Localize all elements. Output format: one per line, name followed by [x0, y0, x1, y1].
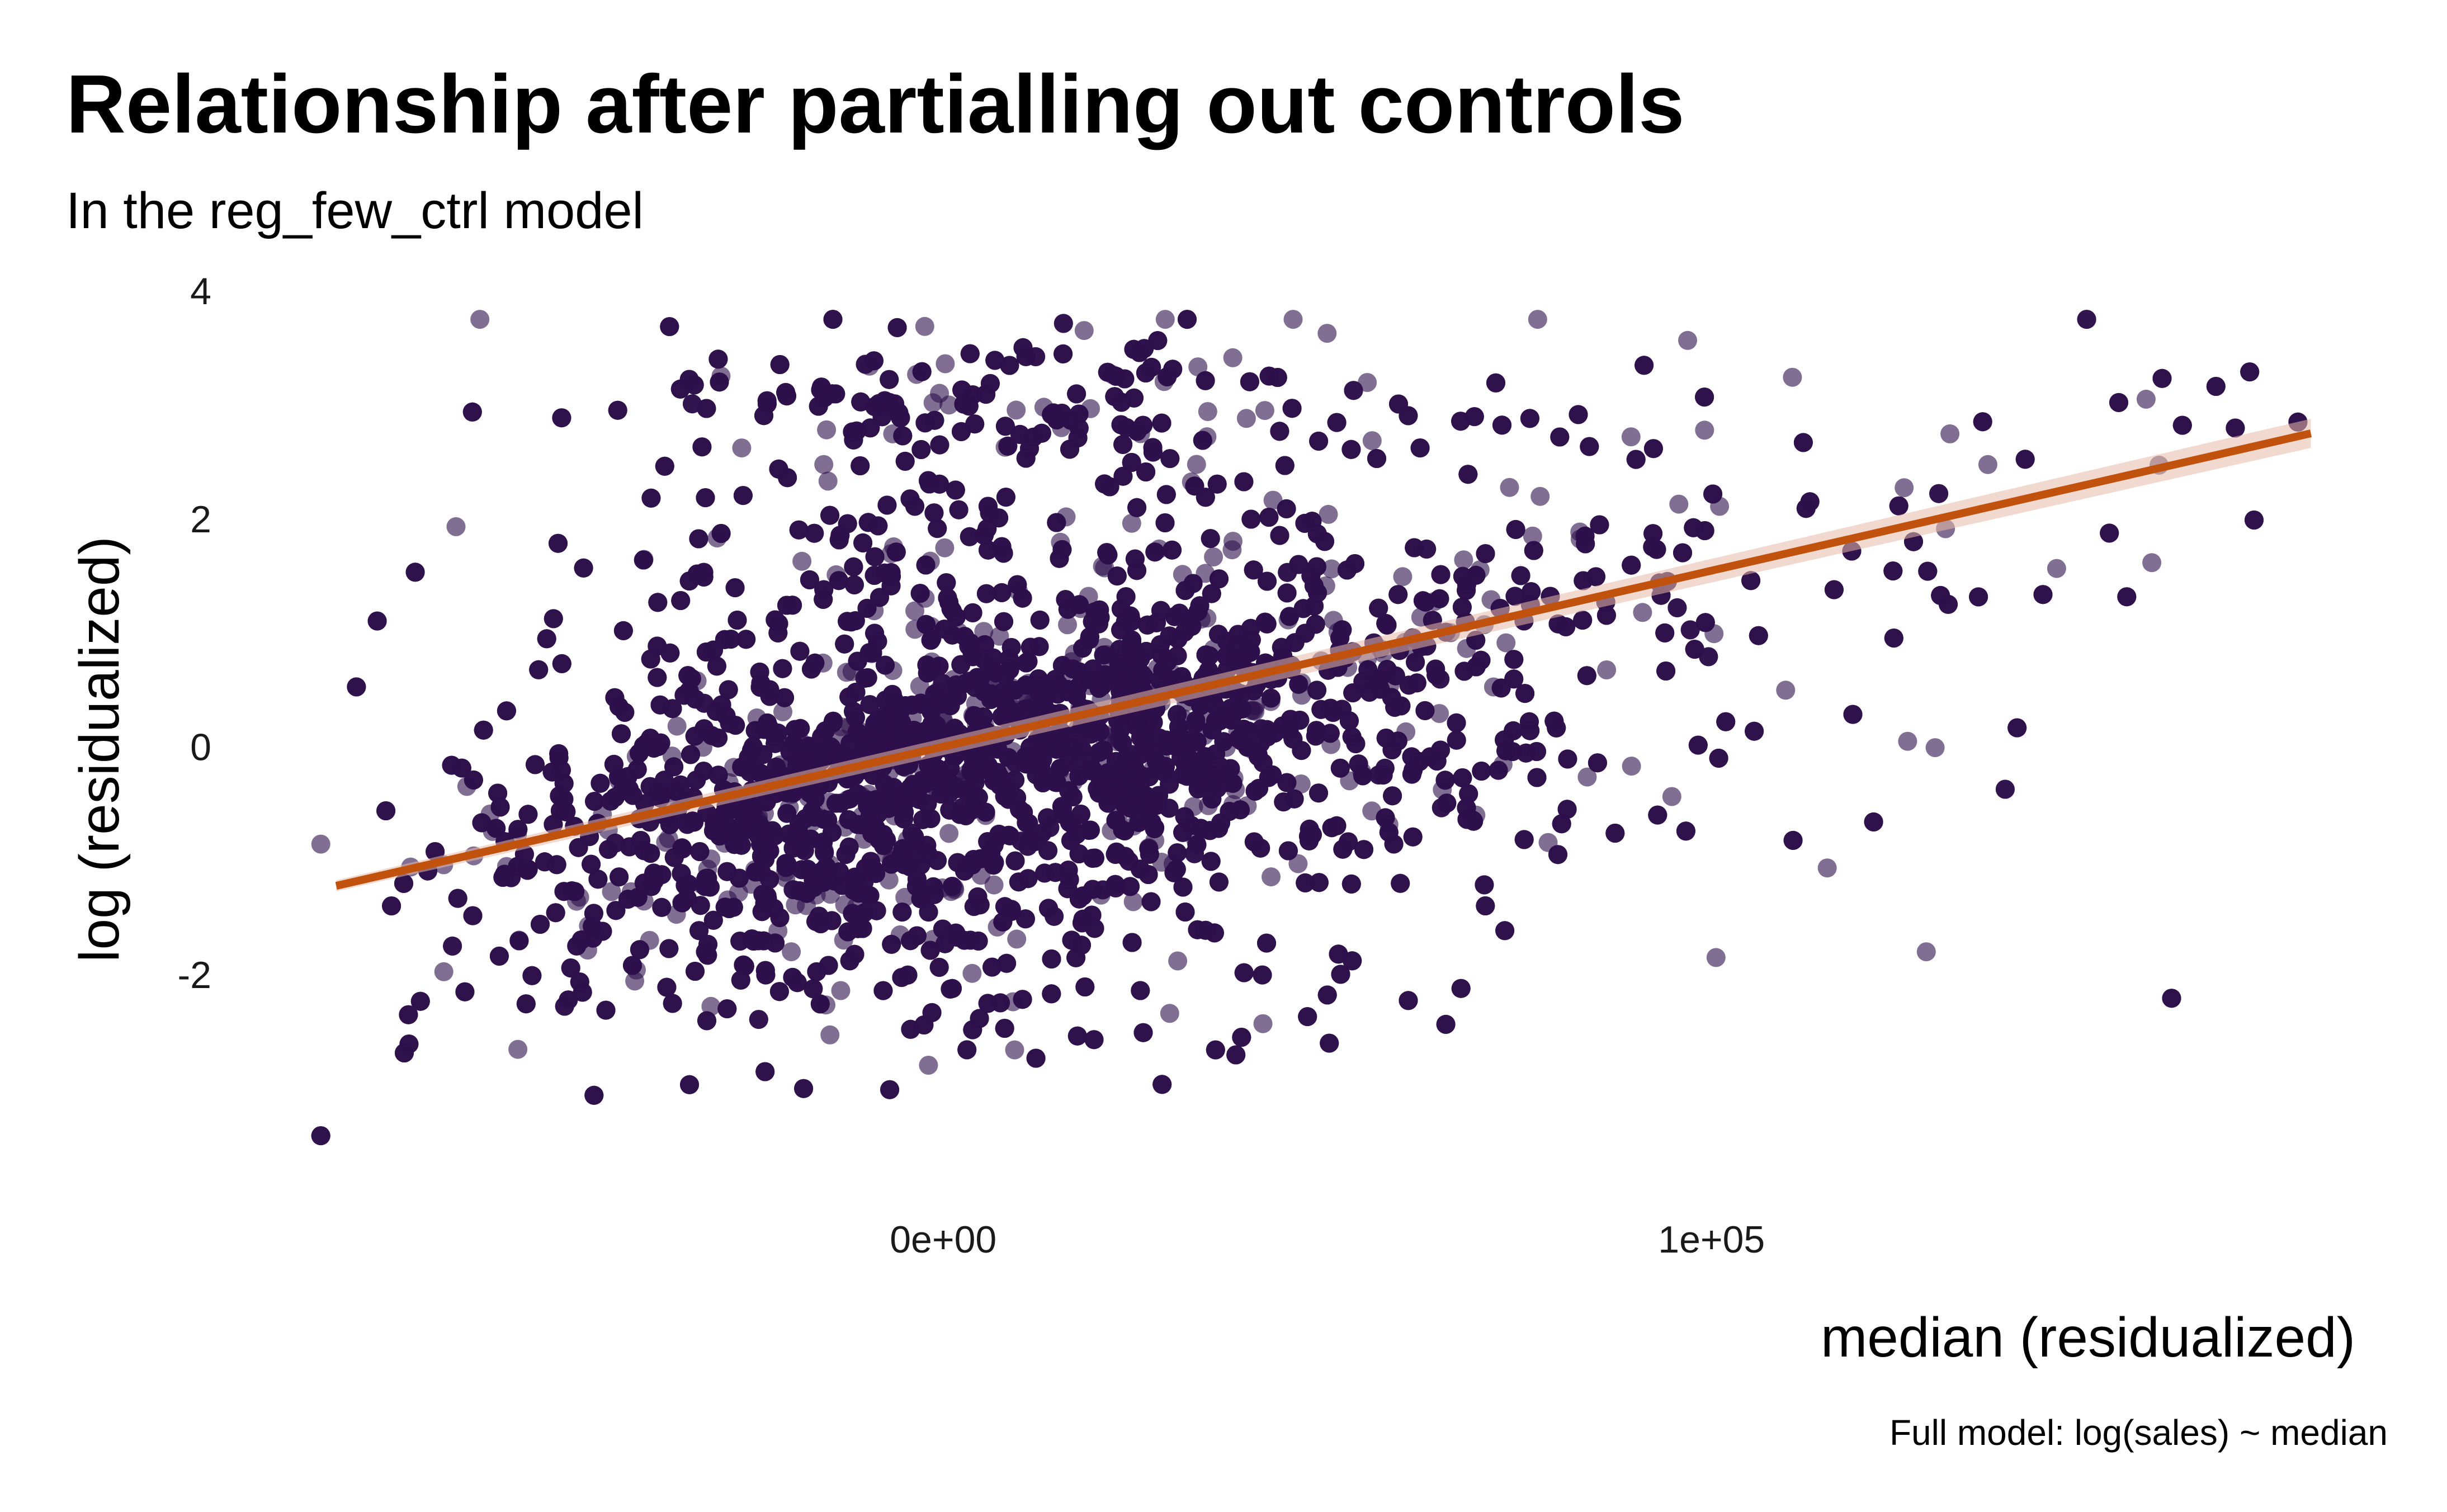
scatter-point: [905, 601, 924, 621]
chart-subtitle: In the reg_few_ctrl model: [66, 182, 644, 239]
scatter-point: [1007, 400, 1026, 420]
scatter-point: [2047, 559, 2066, 578]
scatter-point: [1430, 704, 1449, 723]
scatter-point: [1358, 373, 1377, 392]
scatter-point: [732, 438, 752, 458]
scatter-point: [1123, 892, 1143, 911]
scatter-point: [782, 942, 801, 962]
scatter-point: [1253, 1014, 1273, 1033]
scatter-point: [1454, 550, 1473, 570]
scatter-point: [936, 354, 955, 374]
scatter-point: [1317, 324, 1337, 343]
scatter-point: [915, 316, 934, 336]
scatter-point: [1160, 1004, 1179, 1023]
chart-title: Relationship after partialling out contr…: [66, 58, 1684, 150]
scatter-point: [1898, 731, 1917, 751]
scatter-point: [939, 824, 959, 843]
scatter-point: [1783, 367, 1802, 387]
scatter-point: [1940, 424, 1960, 443]
scatter-point: [1678, 330, 1697, 350]
scatter-point: [311, 834, 330, 854]
scatter-point: [984, 875, 1004, 895]
scatter-point: [818, 471, 838, 491]
scatter-point: [1895, 478, 1914, 498]
scatter-point: [831, 981, 851, 1000]
scatter-point: [935, 538, 955, 557]
scatter-point: [1622, 757, 1641, 776]
scatter-point: [1662, 787, 1681, 806]
scatter-point: [667, 716, 687, 736]
scatter-point: [1187, 455, 1206, 474]
scatter-point: [1005, 1040, 1024, 1060]
scatter-point: [1496, 633, 1516, 653]
scatter-point: [1523, 526, 1542, 546]
scatter-point: [817, 420, 837, 440]
scatter-point: [1198, 402, 1217, 421]
scatter-point: [1262, 867, 1281, 887]
scatter-point: [1224, 532, 1243, 551]
scatter-point: [919, 1056, 938, 1075]
scatter-point: [2136, 389, 2156, 409]
scatter-point: [1236, 409, 1256, 428]
scatter-point: [1978, 455, 1997, 474]
scatter-point: [923, 393, 943, 413]
scatter-point: [1122, 513, 1141, 533]
scatter-point: [1695, 420, 1714, 440]
scatter-point: [1633, 603, 1652, 622]
scatter-point: [1530, 486, 1550, 506]
scatter-point: [1393, 567, 1413, 587]
scatter-point: [656, 833, 675, 852]
scatter-point: [1925, 738, 1945, 758]
scatter-point: [1916, 942, 1936, 962]
scatter-point: [1155, 310, 1175, 329]
scatter-point: [1223, 348, 1243, 367]
scatter-point: [990, 626, 1009, 646]
scatter-point: [1817, 858, 1837, 878]
scatter-point: [1058, 615, 1077, 635]
scatter-point: [1597, 660, 1617, 679]
scatter-point: [1291, 774, 1311, 793]
scatter-point: [1776, 681, 1796, 700]
scatter-point: [1669, 494, 1689, 514]
scatter-point: [1288, 854, 1308, 873]
scatter-point: [434, 962, 454, 981]
scatter-point: [1362, 431, 1382, 451]
scatter-point: [1319, 504, 1338, 524]
scatter-point: [814, 455, 834, 474]
scatter-point: [1577, 767, 1597, 787]
scatter-point: [1322, 559, 1341, 579]
scatter-point: [1255, 401, 1274, 420]
scatter-point: [1500, 478, 1519, 497]
scatter-point: [773, 702, 792, 721]
scatter-point: [1283, 310, 1303, 329]
scatter-point: [602, 882, 621, 901]
scatter-point: [2142, 553, 2162, 573]
scatter-point: [1528, 310, 1547, 329]
scatter-point: [1204, 547, 1224, 566]
scatter-point: [446, 517, 466, 536]
scatter-point: [1621, 427, 1641, 447]
scatter-point: [701, 996, 721, 1016]
scatter-point: [820, 1025, 840, 1045]
scatter-point: [1074, 321, 1094, 341]
scatter-point: [1706, 948, 1726, 967]
scatter-points: [311, 310, 2308, 1146]
scatter-point: [962, 963, 982, 983]
scatter-point: [470, 310, 490, 329]
scatter-point: [1007, 929, 1027, 949]
scatter-point: [792, 551, 812, 571]
scatter-point: [508, 1040, 528, 1059]
scatter-point: [1168, 951, 1188, 971]
